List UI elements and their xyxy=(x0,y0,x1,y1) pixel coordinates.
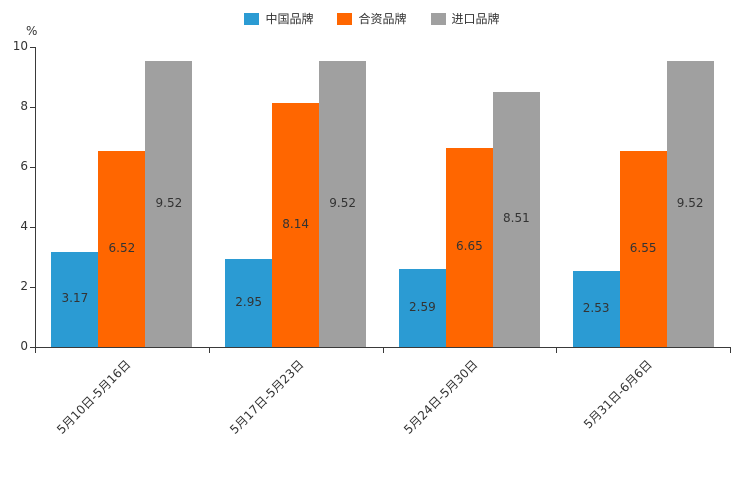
legend-swatch xyxy=(244,12,260,25)
y-tick-label: 10 xyxy=(12,39,28,53)
legend-swatch xyxy=(337,12,353,25)
bar-series0-group1: 2.95 xyxy=(225,258,273,347)
y-tick-label: 2 xyxy=(20,279,28,293)
y-axis-line xyxy=(35,47,36,348)
x-category-label: 5月24日-5月30日 xyxy=(401,357,481,437)
legend-label: 中国品牌 xyxy=(265,12,314,26)
y-tick-label: 6 xyxy=(20,159,28,173)
bar-value-label: 9.52 xyxy=(676,196,704,211)
bar-series2-group0: 9.52 xyxy=(145,61,193,347)
bar-series2-group2: 8.51 xyxy=(492,91,540,347)
bar-value-label: 8.14 xyxy=(282,216,309,231)
x-tick-mark xyxy=(382,348,384,353)
legend-label: 进口品牌 xyxy=(451,12,500,26)
bar-value-label: 9.52 xyxy=(155,196,183,211)
bar-value-label: 8.51 xyxy=(503,211,530,226)
y-tick-mark xyxy=(30,107,35,108)
bar-value-label: 2.59 xyxy=(409,300,436,315)
bar-series1-group0: 6.52 xyxy=(98,151,146,347)
x-category-label: 5月10日-5月16日 xyxy=(53,357,134,437)
y-tick-mark xyxy=(30,287,35,288)
bar-value-label: 2.95 xyxy=(235,294,262,309)
bar-series0-group3: 2.53 xyxy=(572,271,620,347)
y-axis-unit-label: % xyxy=(26,24,38,38)
bar-value-label: 6.65 xyxy=(456,239,483,254)
x-tick-mark xyxy=(730,348,731,353)
plot-area: 3.17 6.52 9.52 2.95 8.14 9.52 2.59 6.65 8.51 2.53… xyxy=(35,47,730,347)
bar-series1-group3: 6.55 xyxy=(619,150,667,347)
y-tick-label: 8 xyxy=(20,99,28,113)
bar-series1-group1: 8.14 xyxy=(272,102,320,347)
y-tick-mark xyxy=(30,167,35,168)
x-category-label: 5月17日-5月23日 xyxy=(227,357,307,437)
bar-series2-group3: 9.52 xyxy=(666,61,714,347)
legend-swatch xyxy=(430,12,446,25)
bar-value-label: 9.52 xyxy=(329,196,356,211)
legend-item-2[interactable]: 进口品牌 xyxy=(430,10,500,27)
y-tick-mark xyxy=(30,347,35,348)
x-category-label: 5月31日-6月6日 xyxy=(580,357,655,432)
bar-value-label: 3.17 xyxy=(61,291,89,306)
x-tick-mark xyxy=(35,348,36,353)
bar-series2-group1: 9.52 xyxy=(319,61,367,347)
bar-value-label: 6.52 xyxy=(108,241,136,256)
y-tick-mark xyxy=(30,47,35,48)
bar-series0-group0: 3.17 xyxy=(51,251,99,347)
x-tick-mark xyxy=(208,348,210,353)
bar-value-label: 2.53 xyxy=(582,301,610,316)
bar-series0-group2: 2.59 xyxy=(398,269,446,347)
legend-label: 合资品牌 xyxy=(358,12,407,26)
legend: 中国品牌 合资品牌 进口品牌 xyxy=(0,10,744,27)
x-tick-mark xyxy=(556,348,558,353)
bar-series1-group2: 6.65 xyxy=(445,147,493,347)
y-tick-mark xyxy=(30,227,35,228)
y-tick-label: 4 xyxy=(20,219,28,233)
y-tick-label: 0 xyxy=(20,339,28,353)
legend-item-1[interactable]: 合资品牌 xyxy=(337,10,407,27)
legend-item-0[interactable]: 中国品牌 xyxy=(244,10,313,27)
bar-value-label: 6.55 xyxy=(629,240,657,255)
x-axis-line xyxy=(35,347,731,348)
